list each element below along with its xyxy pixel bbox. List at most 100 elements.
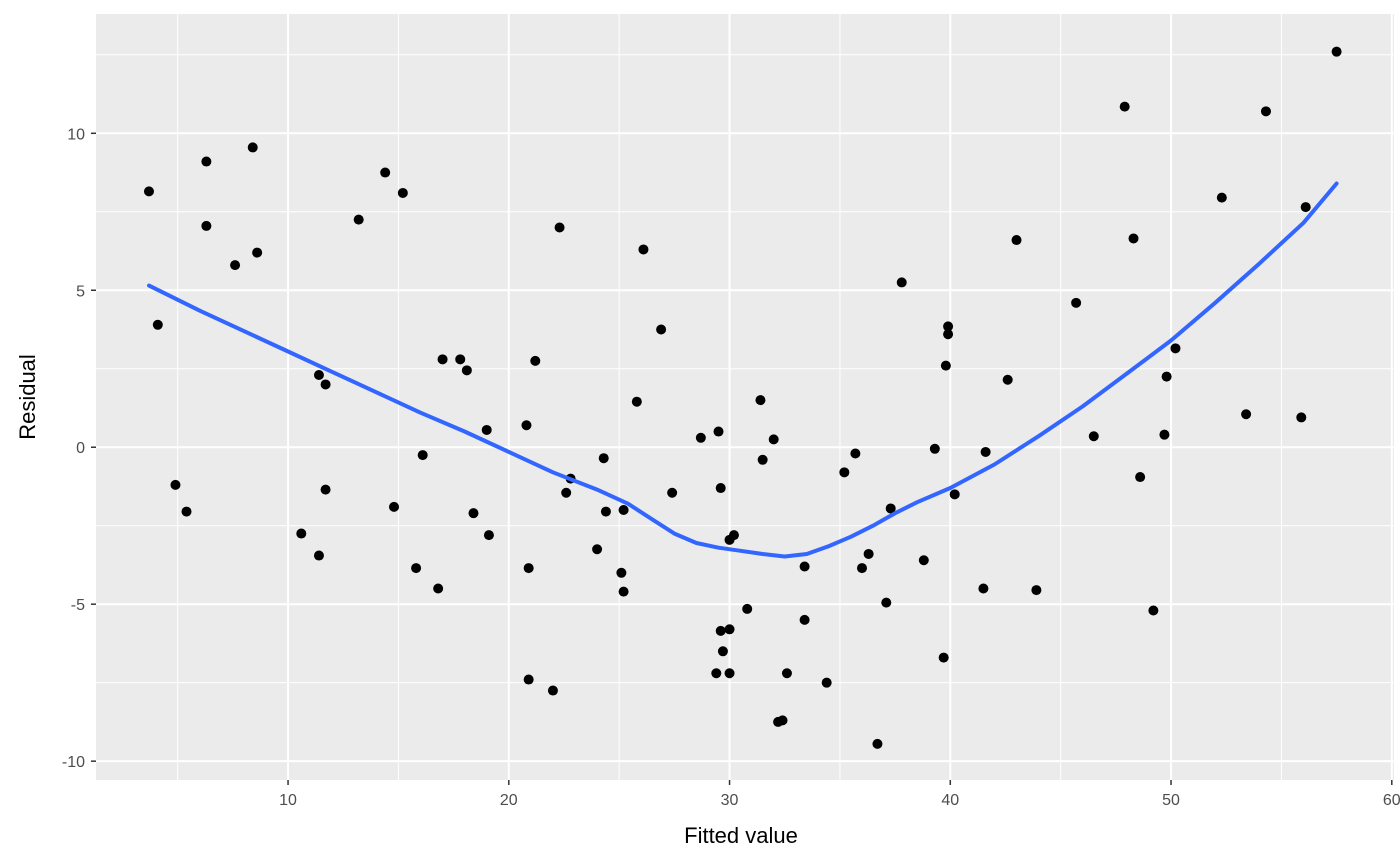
data-point xyxy=(713,426,724,437)
data-point xyxy=(881,597,892,608)
data-point xyxy=(201,156,212,167)
data-point xyxy=(600,506,611,517)
data-point xyxy=(918,555,929,566)
data-point xyxy=(728,530,739,541)
data-point xyxy=(1119,101,1130,112)
data-point xyxy=(777,715,788,726)
y-tick-label: 5 xyxy=(76,283,85,300)
data-point xyxy=(592,544,603,555)
data-point xyxy=(781,668,792,679)
data-point xyxy=(1159,429,1170,440)
data-point xyxy=(1241,409,1252,420)
data-point xyxy=(755,395,766,406)
data-point xyxy=(1296,412,1307,423)
data-point xyxy=(943,321,954,332)
x-tick-label: 40 xyxy=(941,792,959,809)
y-axis-title: Residual xyxy=(15,354,40,440)
data-point xyxy=(757,454,768,465)
smooth-curve xyxy=(147,181,1339,559)
x-tick-label: 50 xyxy=(1162,792,1180,809)
data-point xyxy=(320,379,331,390)
data-point xyxy=(978,583,989,594)
data-point xyxy=(1088,431,1099,442)
data-point xyxy=(943,329,954,340)
data-point xyxy=(521,420,532,431)
data-point xyxy=(799,614,810,625)
data-point xyxy=(618,586,629,597)
data-point xyxy=(799,561,810,572)
data-point xyxy=(598,453,609,464)
data-point xyxy=(631,396,642,407)
data-point xyxy=(411,563,422,574)
data-point xyxy=(863,548,874,559)
data-point xyxy=(481,424,492,435)
x-tick-label: 60 xyxy=(1383,792,1400,809)
x-tick-label: 30 xyxy=(721,792,739,809)
data-point xyxy=(461,365,472,376)
data-point xyxy=(1011,235,1022,246)
data-point xyxy=(938,652,949,663)
data-point xyxy=(1148,605,1159,616)
data-point xyxy=(1260,106,1271,117)
data-point xyxy=(1031,585,1042,596)
y-tick-label: 10 xyxy=(67,126,85,143)
data-point xyxy=(1071,297,1082,308)
data-point xyxy=(724,668,735,679)
data-point xyxy=(483,530,494,541)
data-point xyxy=(1300,202,1311,213)
data-point xyxy=(638,244,649,255)
data-point xyxy=(896,277,907,288)
panel-background xyxy=(96,14,1394,780)
data-point xyxy=(1216,192,1227,203)
data-point xyxy=(695,432,706,443)
data-point xyxy=(380,167,391,178)
data-point xyxy=(313,550,324,561)
data-point xyxy=(839,467,850,478)
data-point xyxy=(616,567,627,578)
y-tick-label: 0 xyxy=(76,440,85,457)
y-tick-label: -5 xyxy=(71,597,85,614)
x-axis-title: Fitted value xyxy=(684,823,798,848)
x-tick-label: 20 xyxy=(500,792,518,809)
major-gridlines xyxy=(96,14,1394,780)
data-point xyxy=(724,624,735,635)
data-point xyxy=(468,508,479,519)
data-point xyxy=(554,222,565,233)
data-point xyxy=(1170,343,1181,354)
data-point xyxy=(523,563,534,574)
data-point xyxy=(252,247,263,258)
data-point xyxy=(768,434,779,445)
data-point xyxy=(353,214,364,225)
data-point xyxy=(940,360,951,371)
y-tick-label: -10 xyxy=(62,754,85,771)
minor-gridlines xyxy=(96,14,1394,780)
data-point xyxy=(717,646,728,657)
data-point xyxy=(417,450,428,461)
data-point xyxy=(170,479,181,490)
data-point xyxy=(1002,374,1013,385)
data-point xyxy=(143,186,154,197)
data-point xyxy=(618,505,629,516)
data-point xyxy=(523,674,534,685)
data-point xyxy=(742,603,753,614)
y-axis-ticks: -10 -5 0 5 10 xyxy=(62,126,96,771)
data-point xyxy=(1161,371,1172,382)
x-tick-label: 10 xyxy=(279,792,297,809)
data-point xyxy=(821,677,832,688)
x-axis-ticks: 10 20 30 40 50 60 xyxy=(279,780,1400,809)
data-point xyxy=(656,324,667,335)
data-point xyxy=(397,187,408,198)
data-point xyxy=(667,487,678,498)
data-point xyxy=(433,583,444,594)
data-point xyxy=(320,484,331,495)
data-point xyxy=(530,355,541,366)
data-point xyxy=(152,319,163,330)
data-point xyxy=(715,625,726,636)
data-point xyxy=(885,503,896,514)
data-point xyxy=(547,685,558,696)
data-point xyxy=(872,738,883,749)
data-point xyxy=(1128,233,1139,244)
data-point xyxy=(455,354,466,365)
data-point xyxy=(1135,472,1146,483)
